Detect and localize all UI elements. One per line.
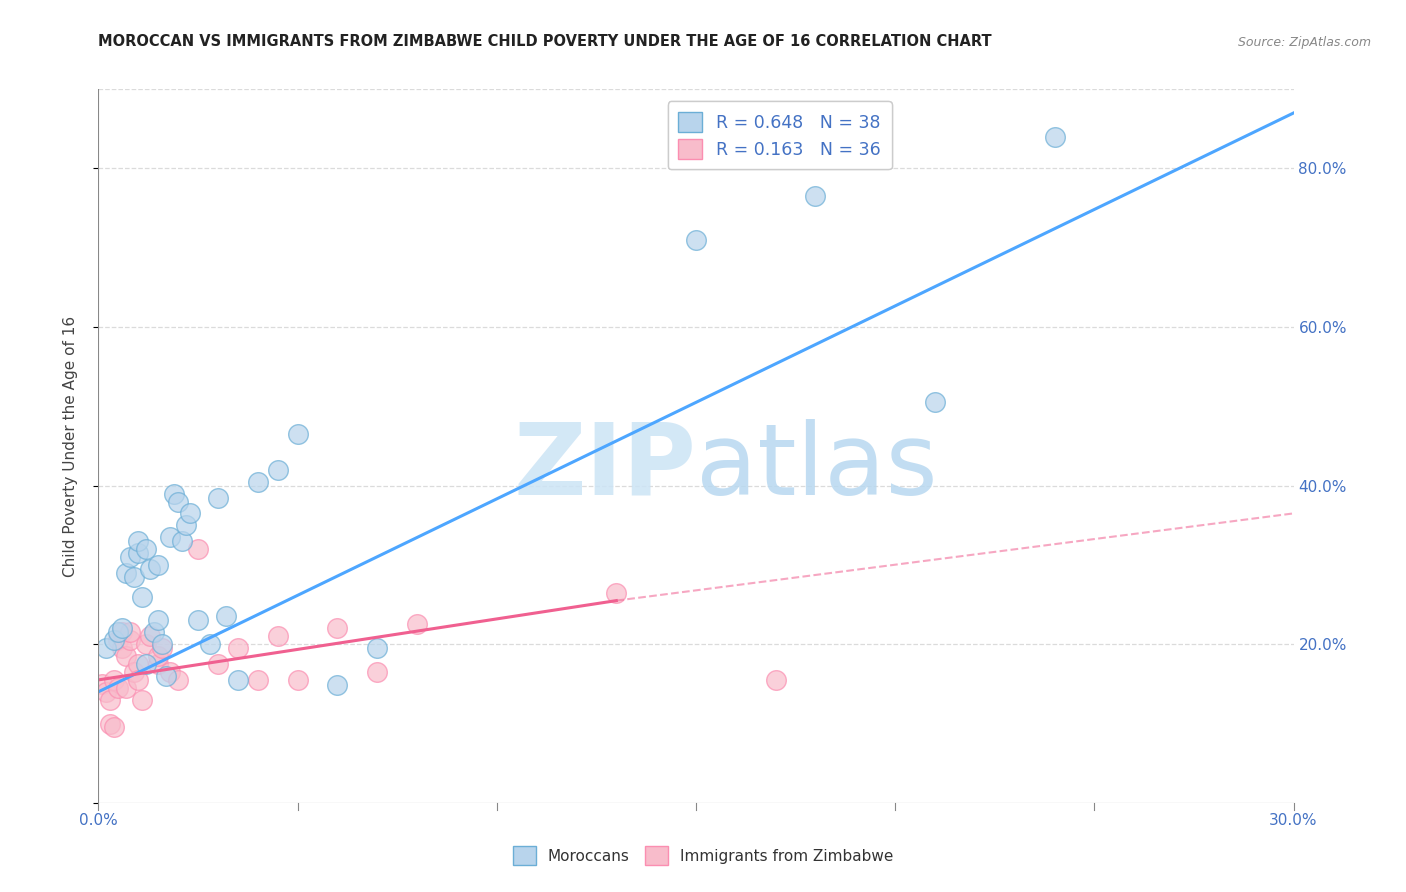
Point	[287, 673, 309, 687]
Point	[159, 530, 181, 544]
Point	[91, 677, 114, 691]
Text: atlas: atlas	[696, 419, 938, 516]
Point	[120, 549, 142, 564]
Point	[111, 625, 134, 640]
Point	[326, 621, 349, 635]
Text: ZIP: ZIP	[513, 419, 696, 516]
Point	[111, 641, 134, 656]
Point	[107, 681, 129, 695]
Point	[159, 665, 181, 679]
Point	[187, 542, 209, 557]
Point	[103, 673, 125, 687]
Point	[148, 657, 170, 671]
Point	[139, 562, 162, 576]
Point	[96, 641, 118, 656]
Point	[131, 590, 153, 604]
Point	[163, 486, 186, 500]
Point	[174, 518, 197, 533]
Point	[115, 566, 138, 580]
Y-axis label: Child Poverty Under the Age of 16: Child Poverty Under the Age of 16	[63, 316, 77, 576]
Point	[107, 633, 129, 648]
Point	[366, 641, 388, 656]
Point	[207, 657, 229, 671]
Point	[148, 649, 170, 664]
Point	[198, 637, 221, 651]
Point	[135, 542, 157, 557]
Point	[207, 491, 229, 505]
Point	[287, 427, 309, 442]
Point	[148, 614, 170, 628]
Point	[685, 233, 707, 247]
Point	[148, 558, 170, 572]
Point	[143, 625, 166, 640]
Point	[187, 614, 209, 628]
Point	[167, 494, 190, 508]
Point	[150, 637, 173, 651]
Point	[135, 637, 157, 651]
Point	[131, 692, 153, 706]
Point	[804, 189, 827, 203]
Point	[226, 673, 249, 687]
Point	[111, 621, 134, 635]
Point	[127, 657, 149, 671]
Point	[150, 641, 173, 656]
Point	[605, 585, 627, 599]
Text: Source: ZipAtlas.com: Source: ZipAtlas.com	[1237, 36, 1371, 49]
Point	[267, 629, 290, 643]
Point	[127, 546, 149, 560]
Point	[127, 673, 149, 687]
Legend: R = 0.648   N = 38, R = 0.163   N = 36: R = 0.648 N = 38, R = 0.163 N = 36	[668, 102, 891, 169]
Point	[167, 673, 190, 687]
Point	[765, 673, 787, 687]
Point	[103, 633, 125, 648]
Point	[115, 649, 138, 664]
Point	[155, 669, 177, 683]
Point	[215, 609, 238, 624]
Point	[96, 685, 118, 699]
Point	[120, 625, 142, 640]
Point	[246, 673, 269, 687]
Point	[924, 395, 946, 409]
Point	[103, 721, 125, 735]
Point	[267, 463, 290, 477]
Point	[226, 641, 249, 656]
Point	[107, 625, 129, 640]
Point	[326, 678, 349, 692]
Point	[179, 507, 201, 521]
Point	[406, 617, 429, 632]
Point	[366, 665, 388, 679]
Point	[100, 692, 122, 706]
Point	[124, 570, 146, 584]
Point	[100, 716, 122, 731]
Text: MOROCCAN VS IMMIGRANTS FROM ZIMBABWE CHILD POVERTY UNDER THE AGE OF 16 CORRELATI: MOROCCAN VS IMMIGRANTS FROM ZIMBABWE CHI…	[98, 34, 993, 49]
Point	[124, 665, 146, 679]
Legend: Moroccans, Immigrants from Zimbabwe: Moroccans, Immigrants from Zimbabwe	[506, 840, 900, 871]
Point	[246, 475, 269, 489]
Point	[127, 534, 149, 549]
Point	[135, 657, 157, 671]
Point	[172, 534, 194, 549]
Point	[115, 681, 138, 695]
Point	[120, 633, 142, 648]
Point	[1043, 129, 1066, 144]
Point	[139, 629, 162, 643]
